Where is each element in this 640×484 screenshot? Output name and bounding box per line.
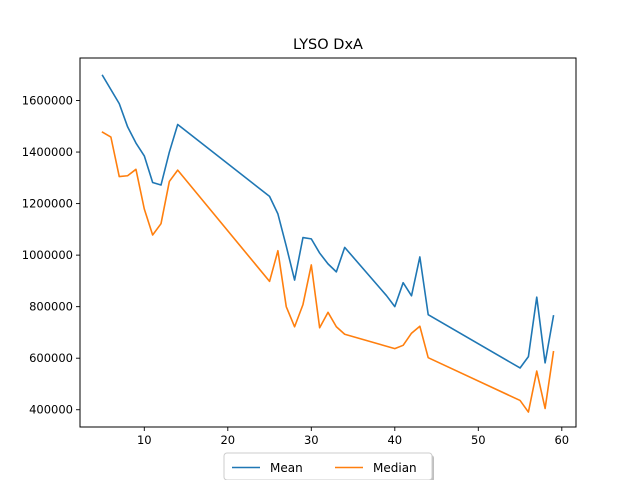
- x-tick-label: 20: [220, 433, 235, 447]
- plot-frame: [79, 57, 577, 428]
- y-tick-label: 1200000: [22, 197, 73, 211]
- legend-label-median: Median: [373, 461, 417, 475]
- x-tick-label: 10: [137, 433, 152, 447]
- y-axis: 400000 600000 800000 1000000 1200000 1400000 1…: [22, 94, 80, 417]
- x-tick-label: 30: [304, 433, 319, 447]
- series-line-median: [101, 131, 555, 413]
- legend-label-mean: Mean: [270, 461, 303, 475]
- y-tick-label: 800000: [29, 300, 73, 314]
- x-tick-label: 50: [471, 433, 486, 447]
- y-tick-label: 1600000: [22, 94, 73, 108]
- x-axis: 10 20 30 40 50 60: [137, 427, 569, 447]
- x-tick-label: 60: [554, 433, 569, 447]
- x-tick-label: 40: [387, 433, 402, 447]
- chart-title: LYSO DxA: [293, 37, 363, 53]
- y-tick-label: 600000: [29, 351, 73, 365]
- series-line-mean: [101, 74, 555, 369]
- series-layer: [101, 74, 555, 413]
- legend: Mean Median: [223, 452, 434, 482]
- y-tick-label: 1000000: [22, 248, 73, 262]
- y-tick-label: 400000: [29, 403, 73, 417]
- y-tick-label: 1400000: [22, 145, 73, 159]
